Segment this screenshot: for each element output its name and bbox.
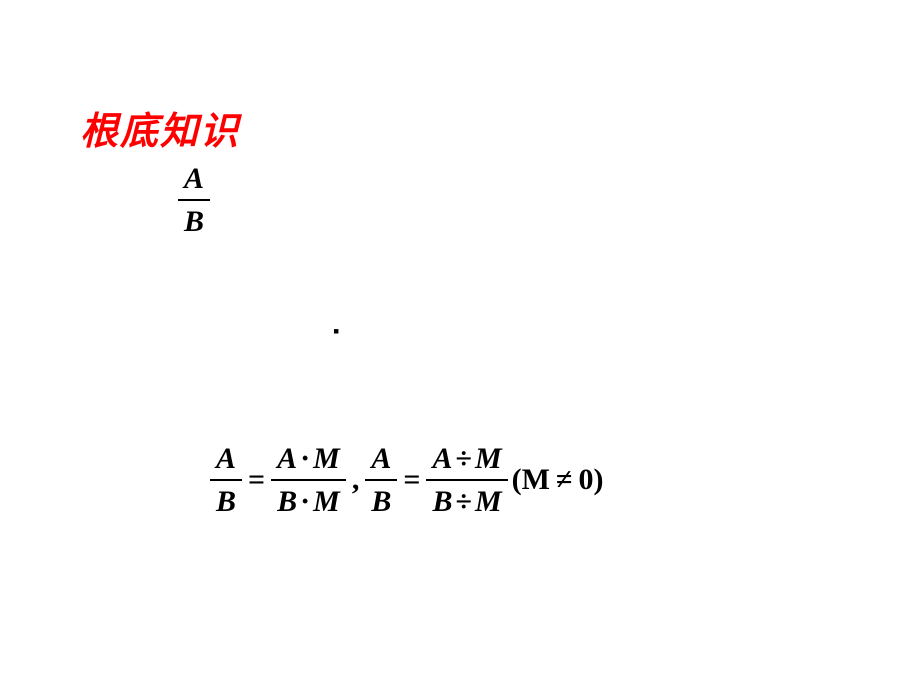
rhs1-num-r: M [313,442,340,475]
rhs1-fraction: A·M B·M [271,440,346,520]
lhs1-num: A [210,440,242,477]
div-op: ÷ [455,485,471,518]
fraction-ab: A B [178,160,210,240]
rhs2-den-r: M [475,485,502,518]
rhs2-num: A÷M [426,440,507,477]
rhs2-fraction: A÷M B÷M [426,440,507,520]
cond-var: M [522,463,550,496]
not-equal: ≠ [556,463,572,496]
fraction-bar [210,479,242,481]
rhs2-num-l: A [432,442,452,475]
main-equation: A B = A·M B·M , A B = A÷M B÷M (M≠0) [210,440,603,520]
fraction-bar [271,479,346,481]
rhs1-num-l: A [277,442,297,475]
equals-1: = [248,463,265,497]
lhs2-den: B [365,483,397,520]
lhs1-den: B [210,483,242,520]
fraction-bar [178,199,210,201]
rhs1-den-r: M [313,485,340,518]
close-paren: ) [593,463,603,496]
section-heading: 根底知识 [80,100,240,155]
dot-op: · [300,485,310,518]
dot-op: · [300,442,310,475]
fraction-bar [365,479,397,481]
lhs2-fraction: A B [365,440,397,520]
lhs2-num: A [365,440,397,477]
condition: (M≠0) [512,463,604,497]
fraction-bar [426,479,507,481]
rhs2-den-l: B [432,485,452,518]
equals-2: = [403,463,420,497]
rhs1-den: B·M [271,483,346,520]
rhs2-num-r: M [475,442,502,475]
rhs1-num: A·M [271,440,346,477]
open-paren: ( [512,463,522,496]
lhs1-fraction: A B [210,440,242,520]
numerator: A [178,160,210,197]
center-marker: ▪ [333,321,339,342]
rhs2-den: B÷M [426,483,507,520]
cond-zero: 0 [578,463,593,496]
denominator: B [178,203,210,240]
comma-sep: , [352,463,360,497]
rhs1-den-l: B [277,485,297,518]
div-op: ÷ [455,442,471,475]
